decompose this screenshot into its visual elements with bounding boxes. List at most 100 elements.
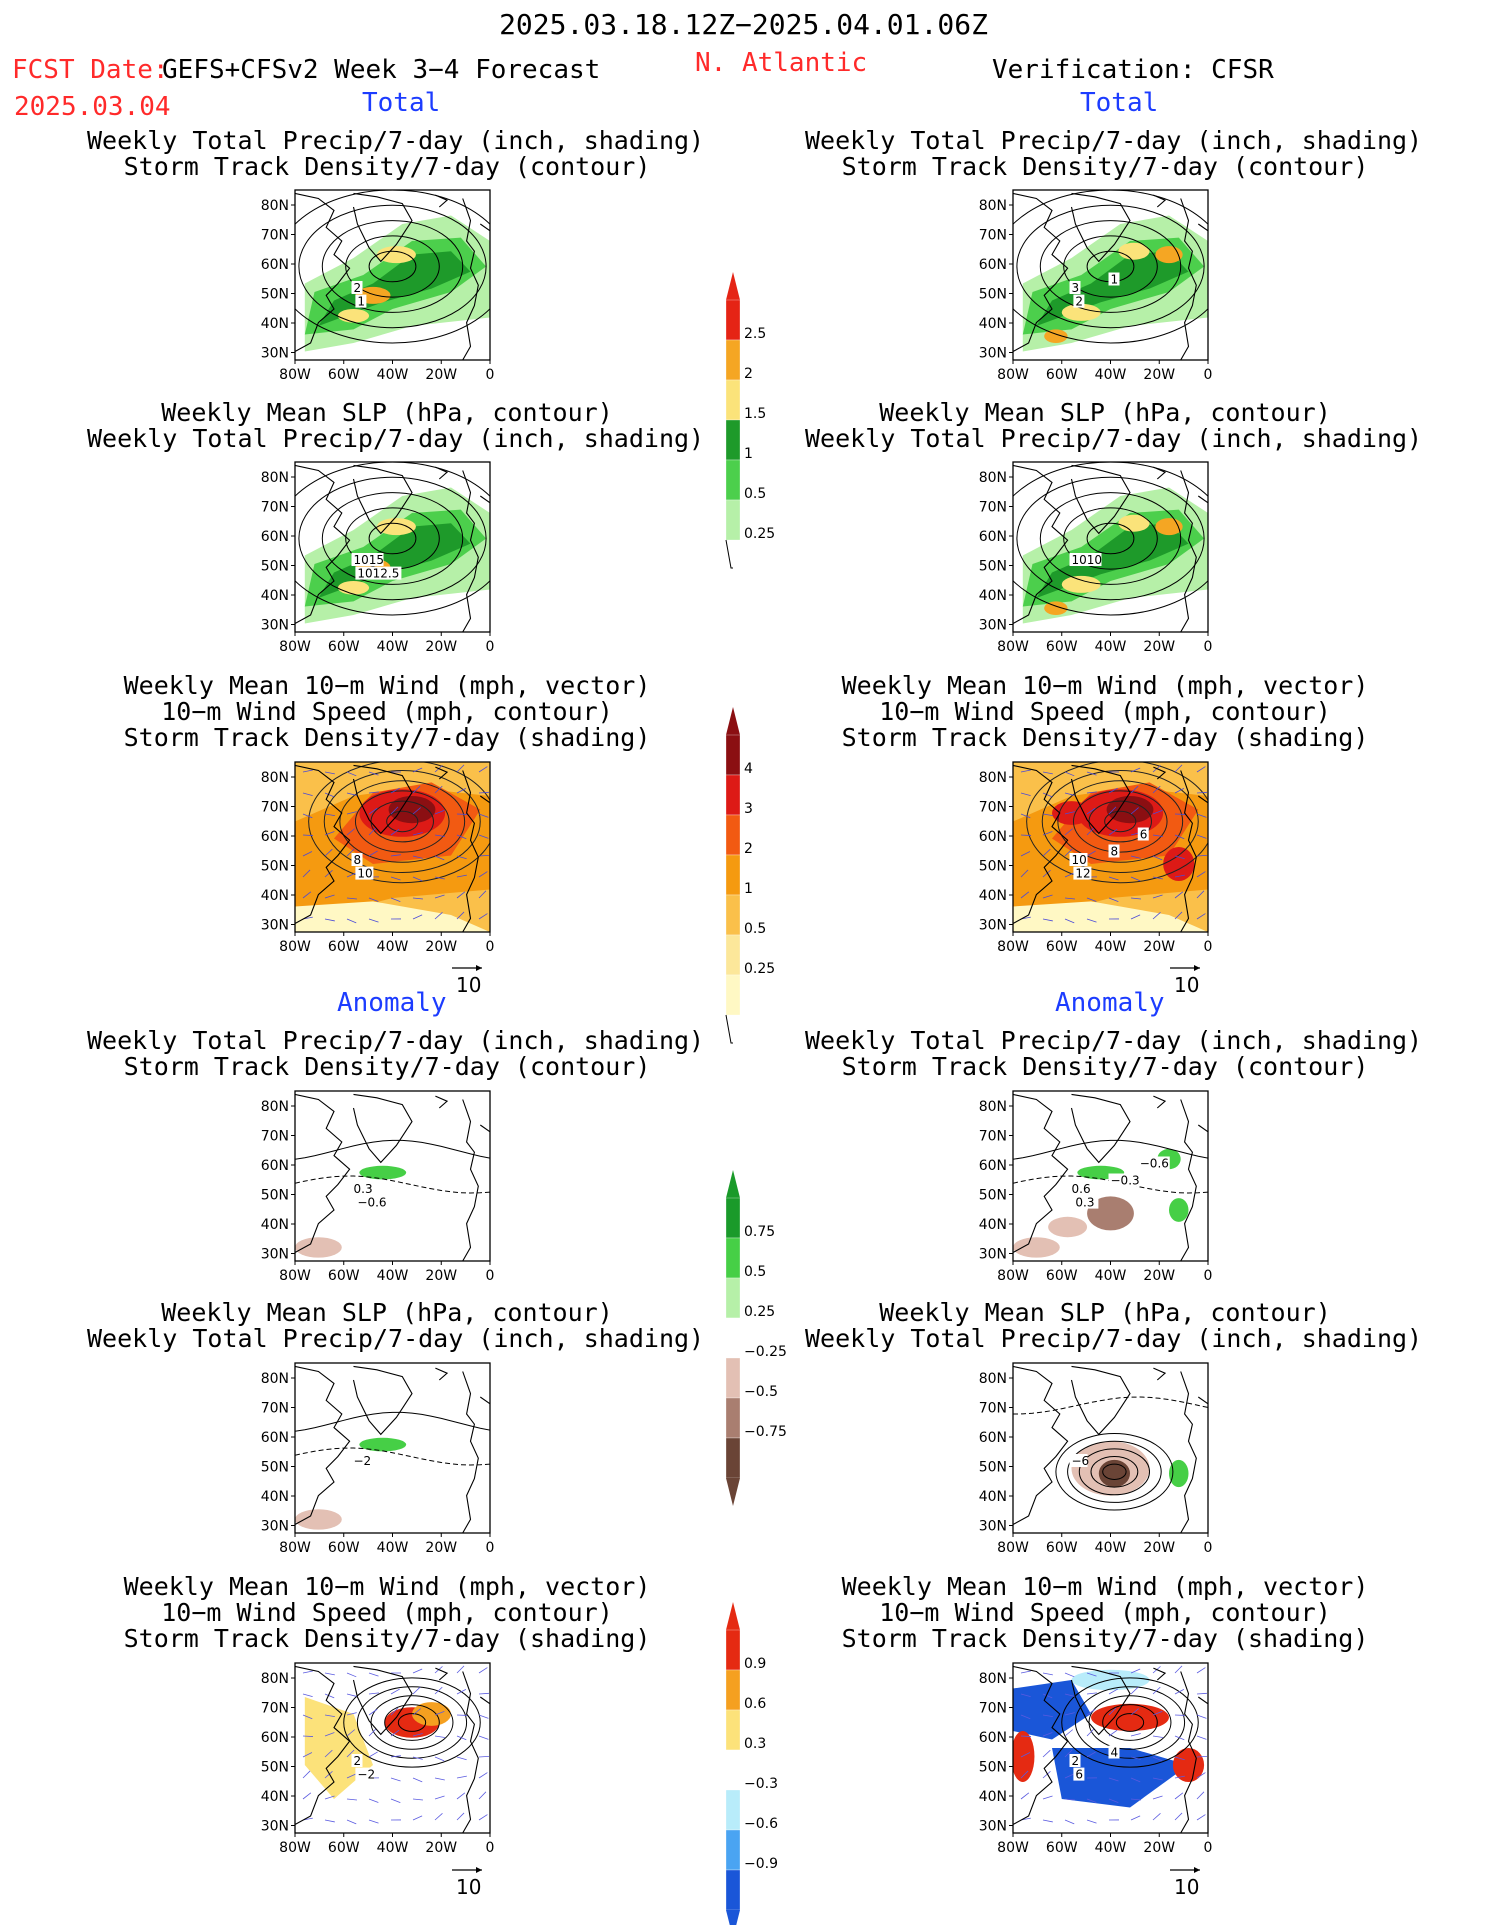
wind-vector bbox=[302, 891, 312, 899]
coastline bbox=[1153, 1367, 1208, 1405]
precip-max bbox=[1061, 303, 1101, 321]
wind-vector bbox=[1064, 828, 1073, 836]
wind-vector bbox=[1086, 1692, 1097, 1695]
lon-tick-label: 0 bbox=[486, 367, 495, 383]
map-content bbox=[295, 1091, 490, 1261]
wind-vector bbox=[1020, 891, 1030, 899]
contour-label: 0.3 bbox=[354, 1182, 373, 1196]
lon-tick-label: 40W bbox=[1095, 1840, 1127, 1856]
coastline bbox=[352, 1665, 413, 1736]
lat-tick-label: 60N bbox=[261, 529, 289, 545]
wind-vector bbox=[302, 1770, 311, 1779]
coastline bbox=[1153, 1095, 1208, 1133]
coastline bbox=[1180, 198, 1197, 360]
colorbar-cap bbox=[726, 1478, 740, 1506]
wind-vector bbox=[368, 1751, 378, 1758]
coastline bbox=[462, 770, 479, 932]
wind-vector bbox=[456, 1792, 466, 1800]
wind-vector bbox=[1130, 1668, 1141, 1674]
contour-label-bg bbox=[1069, 553, 1102, 566]
lat-tick-label: 50N bbox=[979, 1760, 1007, 1776]
map-v-total-2: 80N 70N 60N 50N 40N 30N 80W 60W 40W 20W 0 1010 bbox=[979, 461, 1212, 655]
lat-tick-label: 50N bbox=[261, 559, 289, 575]
title-f-anom-3: Weekly Mean 10−m Wind (mph, vector) 10−m … bbox=[87, 1574, 687, 1652]
contour-line bbox=[1102, 1463, 1127, 1480]
colorbar-label: 0.75 bbox=[744, 1224, 775, 1240]
precip-anom-neg bbox=[295, 1237, 342, 1258]
valid-date-range: 2025.03.18.12Z−2025.04.01.06Z bbox=[499, 8, 988, 41]
contour-label: 2 bbox=[354, 281, 362, 295]
lat-tick-label: 50N bbox=[979, 287, 1007, 303]
lat-tick-label: 40N bbox=[979, 316, 1007, 332]
wind-vector bbox=[1108, 828, 1118, 836]
wind-vector bbox=[434, 1756, 445, 1762]
colorbar-label: 0.6 bbox=[744, 1696, 766, 1712]
title-line: 10−m Wind Speed (mph, contour) bbox=[879, 1598, 1331, 1627]
lon-tick-label: 0 bbox=[1204, 1840, 1213, 1856]
lat-tick-label: 50N bbox=[979, 1460, 1007, 1476]
model-title: GEFS+CFSv2 Week 3−4 Forecast bbox=[162, 55, 601, 85]
wind-vector bbox=[1086, 827, 1095, 836]
wind-vector bbox=[434, 1711, 445, 1716]
contour-line bbox=[354, 790, 450, 853]
lat-tick-label: 30N bbox=[261, 1819, 289, 1835]
wind-vector bbox=[1042, 1693, 1053, 1699]
lon-tick-label: 40W bbox=[377, 639, 409, 655]
wind-vector bbox=[1108, 787, 1118, 794]
storm-max bbox=[388, 796, 436, 824]
wind-vector bbox=[1042, 894, 1053, 899]
verification-label: Verification: CFSR bbox=[992, 55, 1274, 85]
wind-vector bbox=[434, 912, 443, 920]
wind-vector bbox=[434, 1686, 443, 1695]
title-v-anom-3: Weekly Mean 10−m Wind (mph, vector) 10−m … bbox=[805, 1574, 1405, 1652]
wind-vector bbox=[1130, 1756, 1141, 1760]
lon-tick-label: 0 bbox=[486, 1540, 495, 1556]
lat-tick-label: 40N bbox=[261, 888, 289, 904]
lat-tick-label: 70N bbox=[261, 800, 289, 816]
contour-label: −0.6 bbox=[357, 1196, 386, 1210]
wind-vector bbox=[346, 897, 357, 900]
map-f-anom-3: 80N 70N 60N 50N 40N 30N 80W 60W 40W 20W 0 2−2 bbox=[261, 1662, 494, 1856]
colorbar-segment bbox=[725, 854, 741, 896]
colorbar-storm-anom: 0.9 0.6 0.3 −0.3 −0.6 −0.9 bbox=[725, 1602, 778, 1925]
lat-tick-label: 30N bbox=[979, 1247, 1007, 1263]
wind-vector bbox=[1174, 1689, 1185, 1695]
coastline bbox=[295, 1093, 351, 1253]
contour-label: 8 bbox=[1111, 845, 1119, 859]
title-v-anom-1: Weekly Total Precip/7-day (inch, shading… bbox=[805, 1028, 1422, 1080]
lat-tick-label: 80N bbox=[261, 1099, 289, 1115]
lon-tick-label: 40W bbox=[377, 1268, 409, 1284]
precip-max bbox=[337, 309, 370, 323]
coastline bbox=[435, 1095, 490, 1133]
precip-anom-neg bbox=[1087, 1196, 1134, 1231]
contour-label: 1 bbox=[1111, 273, 1119, 287]
lat-tick-label: 30N bbox=[979, 1819, 1007, 1835]
wind-vector bbox=[1152, 834, 1163, 837]
wind-vector bbox=[302, 769, 313, 773]
wind-vector bbox=[1130, 1708, 1139, 1716]
wind-vector bbox=[1174, 1792, 1184, 1800]
wind-vector bbox=[1020, 1735, 1032, 1737]
wind-vector bbox=[1042, 1732, 1053, 1737]
lon-tick-label: 40W bbox=[377, 1840, 409, 1856]
wind-vector bbox=[302, 792, 313, 797]
wind-vector bbox=[1130, 897, 1141, 900]
wind-vector bbox=[324, 1749, 333, 1758]
storm-anom-pos bbox=[1172, 1748, 1205, 1782]
title-f-total-2: Weekly Mean SLP (hPa, contour) Weekly Tot… bbox=[87, 400, 704, 452]
wind-vector bbox=[434, 810, 445, 815]
colorbar-label: 0.3 bbox=[744, 1736, 766, 1752]
contour-line bbox=[1039, 220, 1182, 313]
coastline bbox=[1013, 764, 1069, 924]
wind-vector bbox=[456, 874, 467, 878]
wind-vector bbox=[1174, 891, 1184, 899]
storm-anom-neg bbox=[1052, 1748, 1189, 1808]
wind-vector bbox=[346, 1712, 357, 1716]
colorbar-segment bbox=[725, 379, 741, 421]
wind-vector bbox=[456, 834, 467, 840]
lon-tick-label: 60W bbox=[328, 939, 360, 955]
colorbar-segment bbox=[725, 774, 741, 816]
contour-label-bg bbox=[351, 1454, 370, 1467]
coastline bbox=[1013, 1665, 1069, 1825]
title-line: Weekly Mean SLP (hPa, contour) bbox=[161, 1298, 613, 1327]
